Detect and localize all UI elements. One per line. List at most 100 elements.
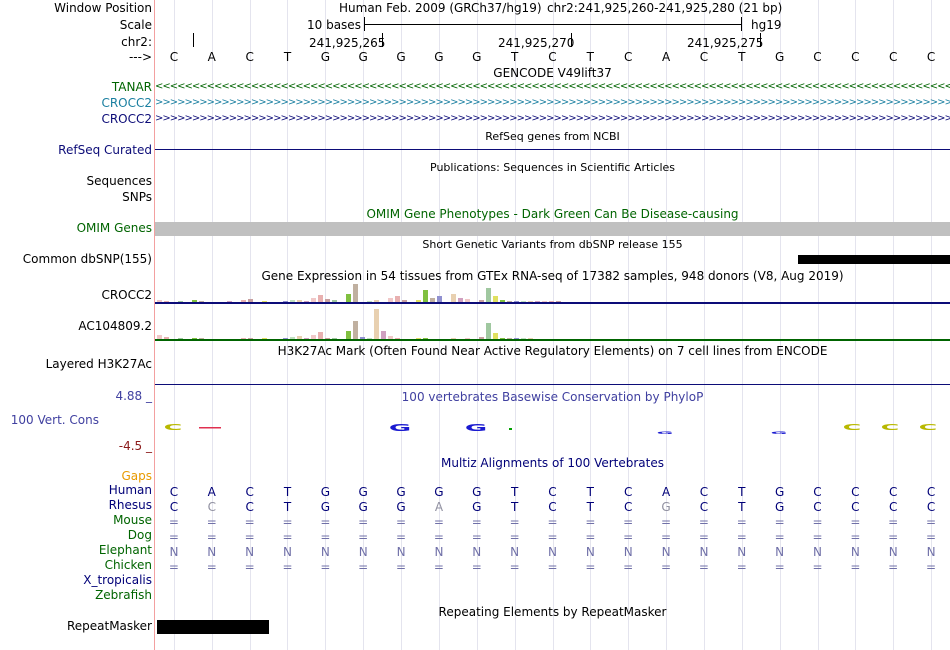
gtex-tissue-bar[interactable] [332, 338, 337, 339]
gtex-tissue-bar[interactable] [178, 301, 183, 302]
gtex-tissue-bar[interactable] [290, 300, 295, 302]
track-data-area[interactable]: Human Feb. 2009 (GRCh37/hg19) chr2:241,9… [155, 0, 950, 650]
gtex-tissue-bar[interactable] [430, 298, 435, 302]
gtex-tissue-bar[interactable] [297, 300, 302, 302]
track-label-snps[interactable]: SNPs [122, 190, 152, 204]
gtex-tissue-bar[interactable] [381, 331, 386, 339]
gtex-tissue-bar[interactable] [199, 301, 204, 302]
gtex-tissue-bar[interactable] [500, 338, 505, 339]
gtex-tissue-bar[interactable] [192, 300, 197, 302]
gtex-tissue-bar[interactable] [283, 338, 288, 339]
gtex-tissue-bar[interactable] [514, 301, 519, 302]
gtex-tissue-bar[interactable] [521, 301, 526, 302]
gtex-tissue-bar[interactable] [325, 338, 330, 339]
gtex-tissue-bar[interactable] [262, 301, 267, 302]
gtex-tissue-bar[interactable] [241, 338, 246, 339]
track-label-refseq[interactable]: RefSeq Curated [58, 143, 152, 157]
gtex-tissue-bar[interactable] [486, 323, 491, 339]
species-label[interactable]: Dog [127, 528, 152, 542]
phylop-logo[interactable]: C G G G G C C C [155, 405, 950, 445]
gtex-tissue-bar[interactable] [500, 300, 505, 302]
gtex-tissue-bar[interactable] [493, 333, 498, 339]
gtex-tissue-bar[interactable] [423, 338, 428, 339]
tanar-gene-arrows[interactable]: <<<<<<<<<<<<<<<<<<<<<<<<<<<<<<<<<<<<<<<<… [155, 83, 950, 91]
gtex-tissue-bar[interactable] [556, 301, 561, 302]
gtex-tissue-bar[interactable] [346, 294, 351, 302]
species-label[interactable]: Rhesus [108, 498, 152, 512]
track-label-gtex-ac104809[interactable]: AC104809.2 [78, 319, 152, 333]
dbsnp-variant-bar[interactable] [798, 255, 950, 264]
crocc2-b-gene-arrows[interactable]: >>>>>>>>>>>>>>>>>>>>>>>>>>>>>>>>>>>>>>>>… [155, 115, 950, 123]
track-label-gtex-crocc2[interactable]: CROCC2 [101, 288, 152, 302]
gtex-tissue-bar[interactable] [192, 338, 197, 339]
track-label-repeatmasker[interactable]: RepeatMasker [66, 619, 152, 633]
gtex-tissue-bar[interactable] [549, 301, 554, 302]
gtex-tissue-bar[interactable] [465, 338, 470, 339]
gtex-tissue-bar[interactable] [311, 298, 316, 302]
species-label[interactable]: Chicken [104, 558, 152, 572]
gtex-tissue-bar[interactable] [157, 300, 162, 302]
crocc2-a-gene-arrows[interactable]: >>>>>>>>>>>>>>>>>>>>>>>>>>>>>>>>>>>>>>>>… [155, 99, 950, 107]
gtex-tissue-bar[interactable] [157, 335, 162, 339]
gtex-tissue-bar[interactable] [164, 301, 169, 302]
track-label-dbsnp[interactable]: Common dbSNP(155) [22, 252, 152, 266]
gtex-tissue-bar[interactable] [521, 338, 526, 339]
gtex-tissue-bar[interactable] [318, 332, 323, 339]
gtex-tissue-bar[interactable] [290, 337, 295, 339]
gtex-tissue-bar[interactable] [437, 296, 442, 302]
gtex-tissue-bar[interactable] [479, 300, 484, 302]
gtex-tissue-bar[interactable] [479, 337, 484, 339]
gtex-tissue-bar[interactable] [325, 299, 330, 302]
refseq-gene-line[interactable] [155, 149, 950, 150]
gtex-tissue-bar[interactable] [374, 300, 379, 302]
gtex-tissue-bar[interactable] [416, 300, 421, 302]
gtex-tissue-bar[interactable] [388, 298, 393, 302]
gtex-tissue-bar[interactable] [353, 284, 358, 302]
gtex-tissue-bar[interactable] [227, 301, 232, 302]
species-label[interactable]: X_tropicalis [83, 573, 152, 587]
track-label-cons[interactable]: 100 Vert. Cons [10, 413, 99, 427]
track-label-sequences[interactable]: Sequences [86, 174, 152, 188]
track-label-crocc2-a[interactable]: CROCC2 [101, 96, 152, 110]
gtex-tissue-bar[interactable] [486, 288, 491, 302]
gtex-tissue-bar[interactable] [507, 301, 512, 302]
gtex-tissue-bar[interactable] [542, 301, 547, 302]
track-label-crocc2-b[interactable]: CROCC2 [101, 112, 152, 126]
track-label-gaps[interactable]: Gaps [121, 469, 152, 483]
gtex-tissue-bar[interactable] [332, 300, 337, 302]
gtex-tissue-bar[interactable] [514, 338, 519, 339]
track-label-tanar[interactable]: TANAR [111, 80, 152, 94]
gtex-tissue-bar[interactable] [346, 331, 351, 339]
species-label[interactable]: Mouse [113, 513, 152, 527]
gtex-tissue-bar[interactable] [528, 301, 533, 302]
gtex-tissue-bar[interactable] [241, 300, 246, 302]
gtex-tissue-bar[interactable] [297, 336, 302, 339]
gtex-tissue-bar[interactable] [388, 336, 393, 339]
gtex-tissue-bar[interactable] [465, 299, 470, 302]
track-label-omim[interactable]: OMIM Genes [76, 221, 152, 235]
gtex-tissue-bar[interactable] [311, 335, 316, 339]
gtex-tissue-bar[interactable] [262, 338, 267, 339]
gtex-tissue-bar[interactable] [395, 296, 400, 302]
gtex-tissue-bar[interactable] [458, 298, 463, 302]
gtex-tissue-bar[interactable] [507, 338, 512, 339]
gtex-tissue-bar[interactable] [164, 337, 169, 339]
species-label[interactable]: Human [108, 483, 152, 497]
gtex-tissue-bar[interactable] [451, 338, 456, 339]
track-label-h3k27ac[interactable]: Layered H3K27Ac [45, 357, 152, 371]
gtex-tissue-bar[interactable] [423, 290, 428, 302]
gtex-tissue-bar[interactable] [304, 301, 309, 302]
gtex-tissue-bar[interactable] [395, 338, 400, 339]
gtex-tissue-bar[interactable] [304, 338, 309, 339]
gtex-tissue-bar[interactable] [367, 301, 372, 302]
gtex-tissue-bar[interactable] [248, 338, 253, 339]
gtex-tissue-bar[interactable] [374, 309, 379, 339]
species-label[interactable]: Elephant [98, 543, 152, 557]
gtex-tissue-bar[interactable] [451, 294, 456, 302]
gtex-tissue-bar[interactable] [493, 296, 498, 302]
gtex-tissue-bar[interactable] [360, 337, 365, 339]
repeatmasker-element-bar[interactable] [157, 620, 269, 634]
species-label[interactable]: Zebrafish [95, 588, 152, 602]
gtex-tissue-bar[interactable] [318, 295, 323, 302]
gtex-tissue-bar[interactable] [199, 338, 204, 339]
